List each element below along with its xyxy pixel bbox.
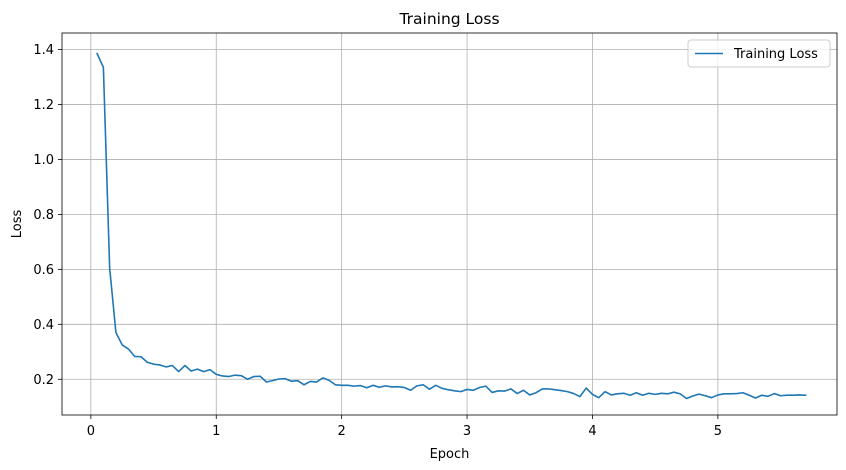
legend: Training Loss: [687, 39, 831, 68]
y-tick-label: 1.4: [33, 43, 54, 58]
plot-area-background: [62, 33, 837, 415]
y-tick-label: 1.2: [33, 98, 54, 113]
grid-lines: [62, 33, 837, 415]
y-tick-label: 1.0: [33, 153, 54, 168]
y-tick-label: 0.6: [33, 263, 54, 278]
y-axis-label: Loss: [10, 210, 25, 239]
plot-frame: [61, 32, 838, 416]
axis-ticks: 0 1 2 3 4 5 0.2 0.4 0.6 0.8 1.0 1.2 1.4: [33, 43, 722, 439]
x-tick-label: 2: [338, 424, 346, 439]
x-tick-label: 3: [463, 424, 471, 439]
x-tick-label: 5: [714, 424, 722, 439]
series-line-training-loss: [96, 52, 807, 400]
x-tick-label: 1: [212, 424, 220, 439]
y-tick-label: 0.2: [33, 373, 54, 388]
x-axis-label: Epoch: [430, 447, 470, 462]
y-tick-label: 0.4: [33, 318, 54, 333]
y-tick-label: 0.8: [33, 208, 54, 223]
legend-label-training-loss: Training Loss: [733, 47, 818, 62]
x-tick-label: 4: [588, 424, 596, 439]
legend-box: [687, 39, 831, 68]
x-tick-label: 0: [87, 424, 95, 439]
chart-title: Training Loss: [398, 10, 499, 28]
series-layer: [96, 52, 807, 400]
